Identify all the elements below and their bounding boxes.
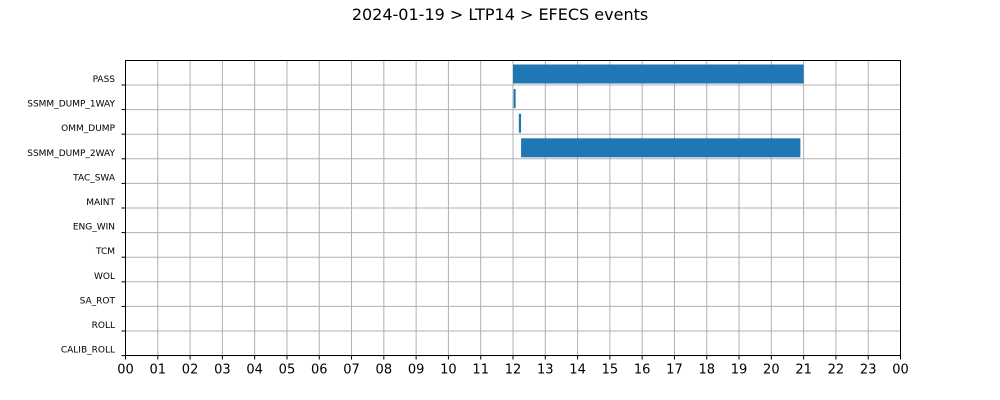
x-tick-label: 22 (828, 363, 845, 378)
y-tick-label-ssmm-dump-1way: SSMM_DUMP_1WAY (27, 100, 115, 110)
x-tick-label: 02 (182, 363, 199, 378)
x-tick-label: 19 (731, 363, 748, 378)
x-axis: 00 01 02 03 04 05 06 07 08 09 10 11 12 13 14 15 16 17 18 19… (117, 355, 909, 378)
x-tick-label: 07 (343, 363, 360, 378)
x-tick-label: 21 (795, 363, 812, 378)
x-tick-label: 09 (408, 363, 425, 378)
y-tick-label-ssmm-dump-2way: SSMM_DUMP_2WAY (27, 149, 115, 159)
x-tick-label: 06 (311, 363, 328, 378)
x-tick-label: 00 (892, 363, 909, 378)
event-bar-ssmm-dump-1way (513, 89, 516, 109)
y-tick-label-wol: WOL (94, 272, 115, 282)
x-tick-label: 13 (537, 363, 554, 378)
y-tick-label-omm-dump: OMM_DUMP (61, 124, 115, 134)
x-tick-label: 18 (698, 363, 715, 378)
x-tick-label: 05 (279, 363, 296, 378)
x-tick-label: 10 (440, 363, 457, 378)
y-tick-label-maint: MAINT (86, 198, 115, 208)
y-tick-label-pass: PASS (93, 75, 116, 85)
event-bar-pass (513, 64, 804, 84)
y-tick-label-eng-win: ENG_WIN (73, 223, 115, 233)
event-bars (513, 64, 804, 158)
y-tick-label-calib-roll: CALIB_ROLL (61, 346, 115, 356)
event-bar-omm-dump (518, 113, 522, 133)
x-tick-label: 20 (763, 363, 780, 378)
y-tick-label-tcm: TCM (95, 247, 115, 257)
x-tick-label: 11 (472, 363, 489, 378)
x-tick-label: 00 (117, 363, 134, 378)
y-axis: PASS SSMM_DUMP_1WAY OMM_DUMP SSMM_DUMP_2WAY… (27, 75, 126, 357)
x-tick-label: 04 (246, 363, 263, 378)
x-tick-label: 14 (569, 363, 586, 378)
chart-title: 2024-01-19 > LTP14 > EFECS events (351, 5, 649, 24)
event-bar-ssmm-dump-2way (521, 138, 801, 158)
x-tick-label: 15 (602, 363, 619, 378)
grid (125, 60, 901, 357)
x-tick-label: 16 (634, 363, 651, 378)
x-tick-label: 23 (860, 363, 877, 378)
x-tick-label: 01 (150, 363, 167, 378)
y-tick-label-sa-rot: SA_ROT (80, 296, 116, 306)
x-tick-label: 12 (505, 363, 522, 378)
y-tick-label-tac-swa: TAC_SWA (72, 173, 116, 183)
x-tick-label: 17 (666, 363, 683, 378)
x-tick-label: 03 (214, 363, 231, 378)
y-tick-label-roll: ROLL (92, 321, 115, 331)
x-tick-label: 08 (376, 363, 393, 378)
